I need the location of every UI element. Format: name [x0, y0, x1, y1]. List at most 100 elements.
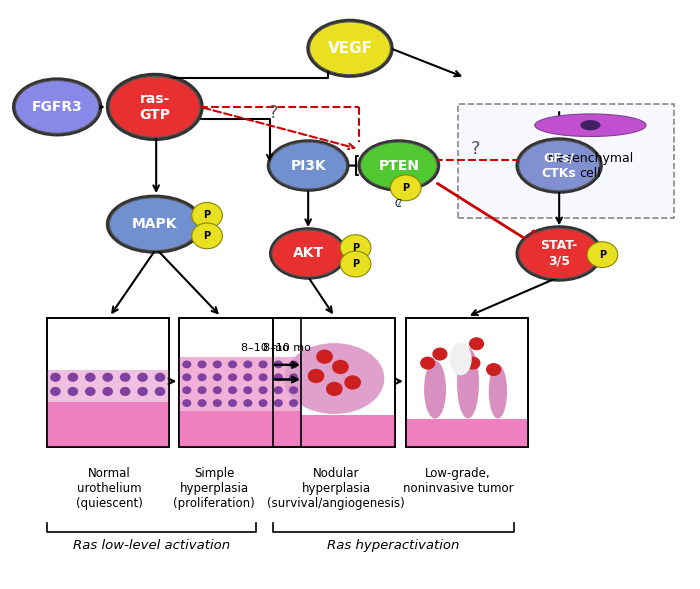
Ellipse shape: [515, 225, 603, 282]
Circle shape: [198, 361, 206, 368]
Ellipse shape: [515, 137, 603, 194]
Ellipse shape: [424, 360, 446, 419]
Circle shape: [120, 388, 130, 395]
Ellipse shape: [519, 229, 600, 279]
Circle shape: [317, 350, 332, 363]
Text: 8–10 mo: 8–10 mo: [241, 343, 289, 353]
Text: Ras hyperactivation: Ras hyperactivation: [328, 539, 460, 552]
Circle shape: [198, 400, 206, 406]
Circle shape: [229, 374, 237, 380]
Circle shape: [244, 400, 251, 406]
Bar: [179, 318, 301, 447]
Text: ?: ?: [470, 140, 480, 158]
Bar: [273, 318, 395, 447]
Ellipse shape: [284, 343, 384, 414]
Circle shape: [214, 361, 221, 368]
Circle shape: [183, 361, 190, 368]
Circle shape: [466, 358, 480, 369]
Text: Simple
hyperplasia
(proliferation): Simple hyperplasia (proliferation): [173, 468, 255, 511]
Text: Normal
urothelium
(quiescent): Normal urothelium (quiescent): [76, 468, 143, 511]
Text: FGFR3: FGFR3: [32, 100, 83, 114]
Text: AKT: AKT: [293, 246, 323, 260]
Circle shape: [69, 373, 78, 381]
Circle shape: [69, 388, 78, 395]
Circle shape: [340, 234, 371, 260]
Ellipse shape: [358, 139, 440, 192]
Text: P: P: [352, 259, 359, 269]
Circle shape: [587, 241, 617, 267]
Text: P: P: [598, 250, 606, 260]
Circle shape: [183, 387, 190, 393]
Circle shape: [103, 388, 112, 395]
Circle shape: [229, 361, 237, 368]
Ellipse shape: [12, 77, 102, 137]
Circle shape: [290, 400, 298, 406]
Circle shape: [391, 175, 421, 201]
Circle shape: [290, 387, 298, 393]
Text: GFs/
CTKs: GFs/ CTKs: [542, 151, 577, 180]
Ellipse shape: [109, 77, 200, 137]
Text: PI3K: PI3K: [290, 158, 326, 173]
Circle shape: [274, 374, 282, 380]
Circle shape: [85, 373, 95, 381]
Circle shape: [433, 348, 447, 360]
Ellipse shape: [307, 19, 393, 78]
Ellipse shape: [519, 140, 600, 191]
Ellipse shape: [270, 142, 346, 189]
Ellipse shape: [106, 194, 204, 254]
Circle shape: [214, 400, 221, 406]
Circle shape: [198, 387, 206, 393]
Ellipse shape: [109, 198, 200, 250]
Ellipse shape: [449, 343, 472, 375]
Ellipse shape: [15, 81, 99, 133]
Bar: [179, 318, 301, 447]
Circle shape: [198, 374, 206, 380]
Bar: [179, 357, 301, 411]
Circle shape: [103, 373, 112, 381]
Text: P: P: [204, 231, 211, 241]
Circle shape: [229, 400, 237, 406]
Circle shape: [120, 373, 130, 381]
Circle shape: [192, 203, 223, 229]
Circle shape: [192, 223, 223, 249]
Text: Nodular
hyperplasia
(survival/angiogenesis): Nodular hyperplasia (survival/angiogenes…: [267, 468, 405, 511]
Text: P: P: [402, 183, 409, 193]
Circle shape: [259, 400, 267, 406]
Ellipse shape: [489, 365, 507, 419]
Text: VEGF: VEGF: [328, 41, 372, 56]
Circle shape: [327, 382, 342, 395]
Circle shape: [486, 364, 500, 375]
Text: C: C: [394, 198, 401, 209]
Ellipse shape: [580, 120, 601, 130]
Circle shape: [290, 361, 298, 368]
Bar: [47, 402, 169, 447]
Circle shape: [308, 369, 323, 382]
Text: Mesenchymal
cell: Mesenchymal cell: [547, 153, 634, 180]
Ellipse shape: [457, 348, 479, 419]
Circle shape: [290, 374, 298, 380]
Ellipse shape: [269, 227, 347, 280]
Text: STAT-
3/5: STAT- 3/5: [540, 240, 577, 267]
Circle shape: [85, 388, 95, 395]
Text: P: P: [204, 210, 211, 220]
Bar: [47, 318, 169, 447]
Bar: [273, 415, 395, 447]
Circle shape: [244, 361, 251, 368]
Circle shape: [183, 400, 190, 406]
Circle shape: [244, 387, 251, 393]
Ellipse shape: [267, 139, 349, 192]
Bar: [406, 318, 528, 447]
Circle shape: [259, 361, 267, 368]
Circle shape: [454, 345, 468, 356]
Circle shape: [229, 387, 237, 393]
Text: Low-grade,
noninvasive tumor: Low-grade, noninvasive tumor: [402, 468, 513, 495]
Circle shape: [155, 373, 164, 381]
FancyBboxPatch shape: [458, 104, 674, 219]
Circle shape: [214, 374, 221, 380]
Circle shape: [274, 361, 282, 368]
Text: ras-
GTP: ras- GTP: [139, 92, 170, 122]
Bar: [273, 318, 395, 447]
Circle shape: [259, 387, 267, 393]
Circle shape: [421, 358, 435, 369]
Circle shape: [340, 251, 371, 277]
